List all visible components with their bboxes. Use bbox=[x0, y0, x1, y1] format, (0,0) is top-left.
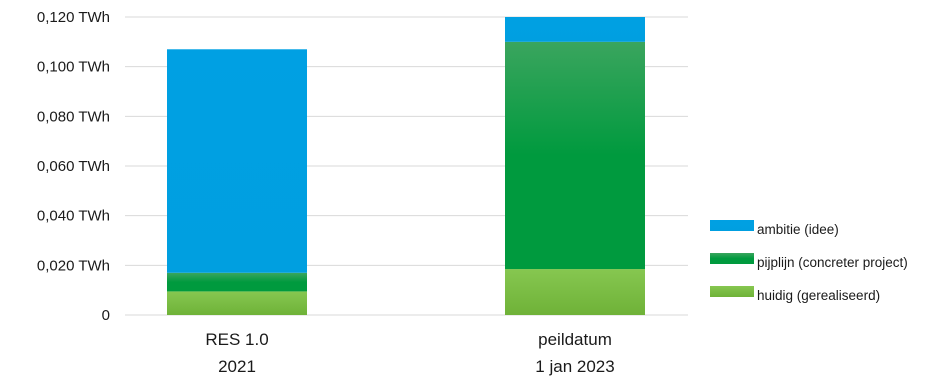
x-tick-label: 2021 bbox=[218, 357, 256, 376]
bar-segment-pijplijn bbox=[505, 41, 645, 270]
y-tick-label: 0,040 TWh bbox=[37, 208, 110, 225]
x-tick-label: peildatum bbox=[538, 330, 612, 349]
y-tick-label: 0,060 TWh bbox=[37, 158, 110, 175]
x-tick-label: RES 1.0 bbox=[205, 330, 268, 349]
bar-segment-huidig bbox=[167, 291, 307, 315]
legend-swatch bbox=[710, 253, 754, 264]
y-tick-label: 0 bbox=[102, 307, 110, 324]
bar-segment-ambitie bbox=[505, 17, 645, 42]
bar-segment-ambitie bbox=[167, 49, 307, 273]
x-tick-label: 1 jan 2023 bbox=[535, 357, 614, 376]
y-tick-label: 0,100 TWh bbox=[37, 59, 110, 76]
legend-label: ambitie (idee) bbox=[757, 222, 839, 237]
x-axis-tick-labels: RES 1.0 2021 peildatum 1 jan 2023 bbox=[205, 330, 614, 376]
legend-swatch bbox=[710, 286, 754, 297]
legend: ambitie (idee) pijplijn (concreter projec… bbox=[710, 220, 908, 303]
y-tick-label: 0,120 TWh bbox=[37, 9, 110, 26]
bars bbox=[167, 17, 645, 315]
bar-segment-huidig bbox=[505, 269, 645, 315]
bar-segment-pijplijn bbox=[167, 272, 307, 292]
legend-label: huidig (gerealiseerd) bbox=[757, 288, 880, 303]
legend-swatch bbox=[710, 220, 754, 231]
y-axis-tick-labels: 0 0,020 TWh 0,040 TWh 0,060 TWh 0,080 TWh 0,1… bbox=[37, 9, 110, 324]
legend-label: pijplijn (concreter project) bbox=[757, 255, 908, 270]
y-tick-label: 0,080 TWh bbox=[37, 108, 110, 125]
y-tick-label: 0,020 TWh bbox=[37, 257, 110, 274]
